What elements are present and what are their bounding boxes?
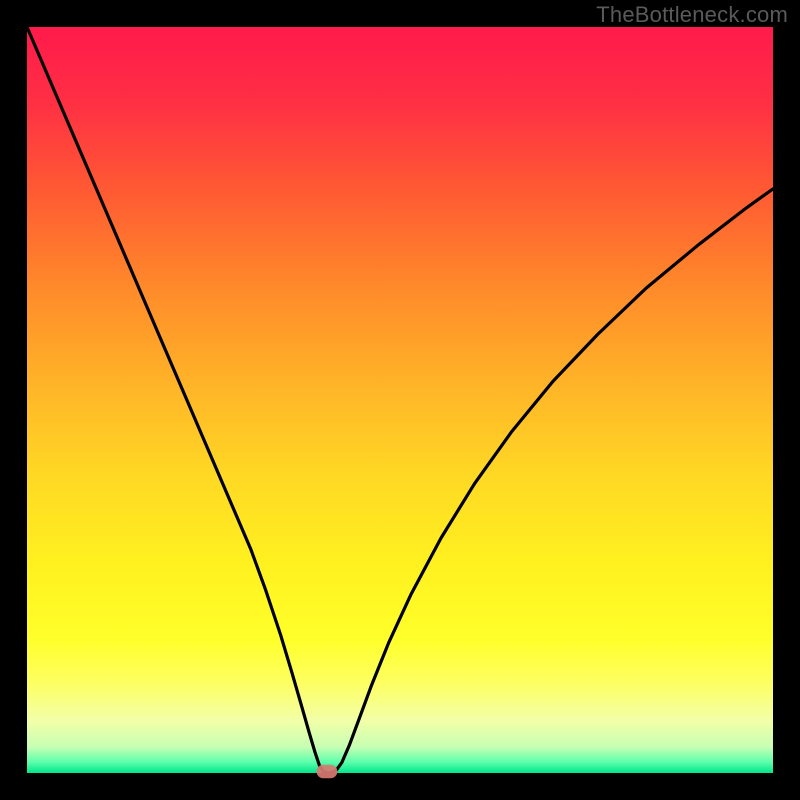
- curve-path: [27, 27, 773, 773]
- minimum-marker: [316, 765, 337, 778]
- chart-plot-area: [27, 27, 773, 773]
- bottleneck-curve: [27, 27, 773, 773]
- watermark-text: TheBottleneck.com: [596, 2, 788, 28]
